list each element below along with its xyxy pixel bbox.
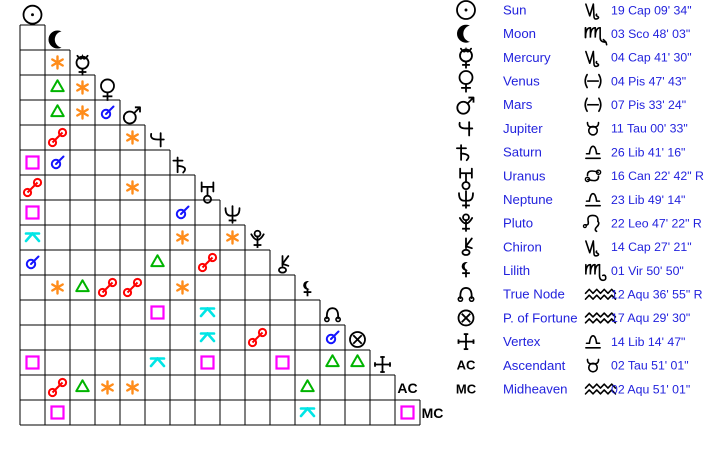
svg-text:14 Cap 27' 21": 14 Cap 27' 21" — [611, 240, 692, 254]
svg-text:26 Lib 41' 16": 26 Lib 41' 16" — [611, 145, 685, 159]
svg-text:MC: MC — [456, 381, 477, 396]
svg-text:04 Cap 41' 30": 04 Cap 41' 30" — [611, 51, 692, 65]
svg-text:AC: AC — [457, 358, 476, 373]
svg-text:P. of Fortune: P. of Fortune — [503, 310, 578, 325]
svg-text:True Node: True Node — [503, 287, 565, 302]
svg-text:11 Tau 00' 33": 11 Tau 00' 33" — [611, 122, 688, 136]
svg-text:AC: AC — [397, 380, 417, 396]
svg-text:Chiron: Chiron — [503, 239, 542, 254]
svg-text:01 Vir 50' 50": 01 Vir 50' 50" — [611, 264, 684, 278]
svg-text:Uranus: Uranus — [503, 168, 546, 183]
svg-text:02 Tau 51' 01": 02 Tau 51' 01" — [611, 359, 689, 373]
svg-text:19 Cap 09' 34": 19 Cap 09' 34" — [611, 3, 692, 17]
svg-text:16 Can 22' 42" R: 16 Can 22' 42" R — [611, 169, 704, 183]
svg-text:03 Sco 48' 03": 03 Sco 48' 03" — [611, 27, 690, 41]
svg-text:23 Lib 49' 14": 23 Lib 49' 14" — [611, 193, 685, 207]
svg-text:07 Pis 33' 24": 07 Pis 33' 24" — [611, 98, 686, 112]
svg-text:Lilith: Lilith — [503, 263, 530, 278]
svg-text:Saturn: Saturn — [503, 145, 542, 160]
svg-text:Mercury: Mercury — [503, 50, 551, 65]
svg-text:Pluto: Pluto — [503, 216, 533, 231]
svg-text:22 Leo 47' 22" R: 22 Leo 47' 22" R — [611, 216, 702, 230]
svg-text:17 Aqu 29' 30": 17 Aqu 29' 30" — [611, 311, 690, 325]
svg-text:Neptune: Neptune — [503, 192, 553, 207]
svg-text:Sun: Sun — [503, 2, 526, 17]
svg-text:Vertex: Vertex — [503, 334, 541, 349]
svg-text:MC: MC — [422, 405, 444, 421]
svg-text:Jupiter: Jupiter — [503, 121, 543, 136]
svg-text:12 Aqu 36' 55" R: 12 Aqu 36' 55" R — [611, 288, 703, 302]
svg-text:Ascendant: Ascendant — [503, 358, 566, 373]
svg-text:Midheaven: Midheaven — [503, 381, 568, 396]
svg-text:Moon: Moon — [503, 26, 536, 41]
svg-text:02 Aqu 51' 01": 02 Aqu 51' 01" — [611, 382, 690, 396]
svg-text:Mars: Mars — [503, 97, 533, 112]
svg-text:Venus: Venus — [503, 74, 540, 89]
svg-text:04 Pis 47' 43": 04 Pis 47' 43" — [611, 74, 686, 88]
svg-text:14 Lib 14' 47": 14 Lib 14' 47" — [611, 335, 685, 349]
